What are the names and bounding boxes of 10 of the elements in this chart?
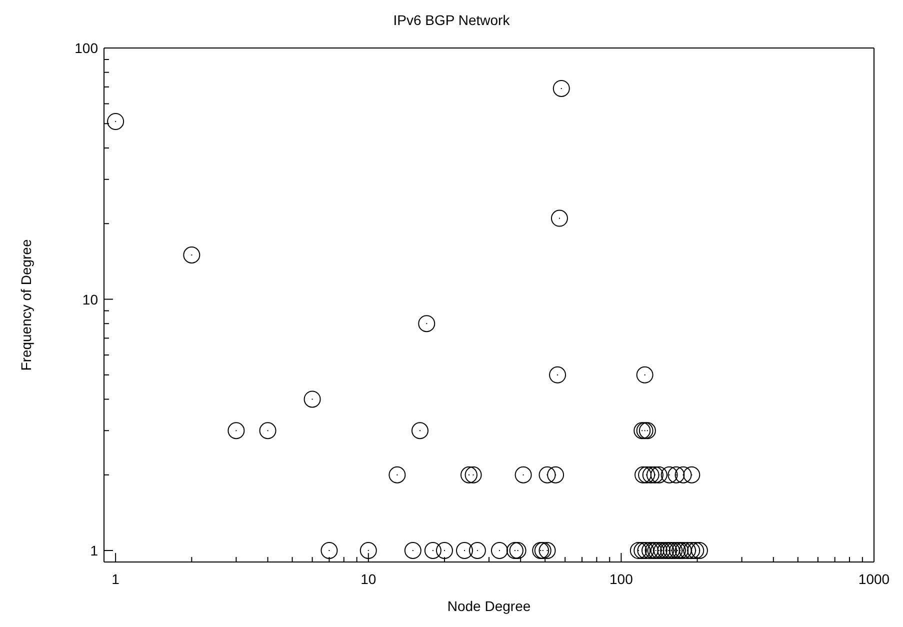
y-tick-label: 100 xyxy=(74,40,98,56)
chart-title: IPv6 BGP Network xyxy=(392,12,511,28)
x-tick-label: 1000 xyxy=(858,571,890,587)
x-tick-label: 10 xyxy=(360,571,376,587)
y-tick-label: 1 xyxy=(90,542,98,559)
x-axis-title: Node Degree xyxy=(447,598,531,614)
y-tick-label: 10 xyxy=(82,291,98,308)
y-axis-title: Frequency of Degree xyxy=(18,239,34,371)
x-tick-label: 1 xyxy=(112,571,120,587)
x-tick-label: 100 xyxy=(610,571,634,587)
